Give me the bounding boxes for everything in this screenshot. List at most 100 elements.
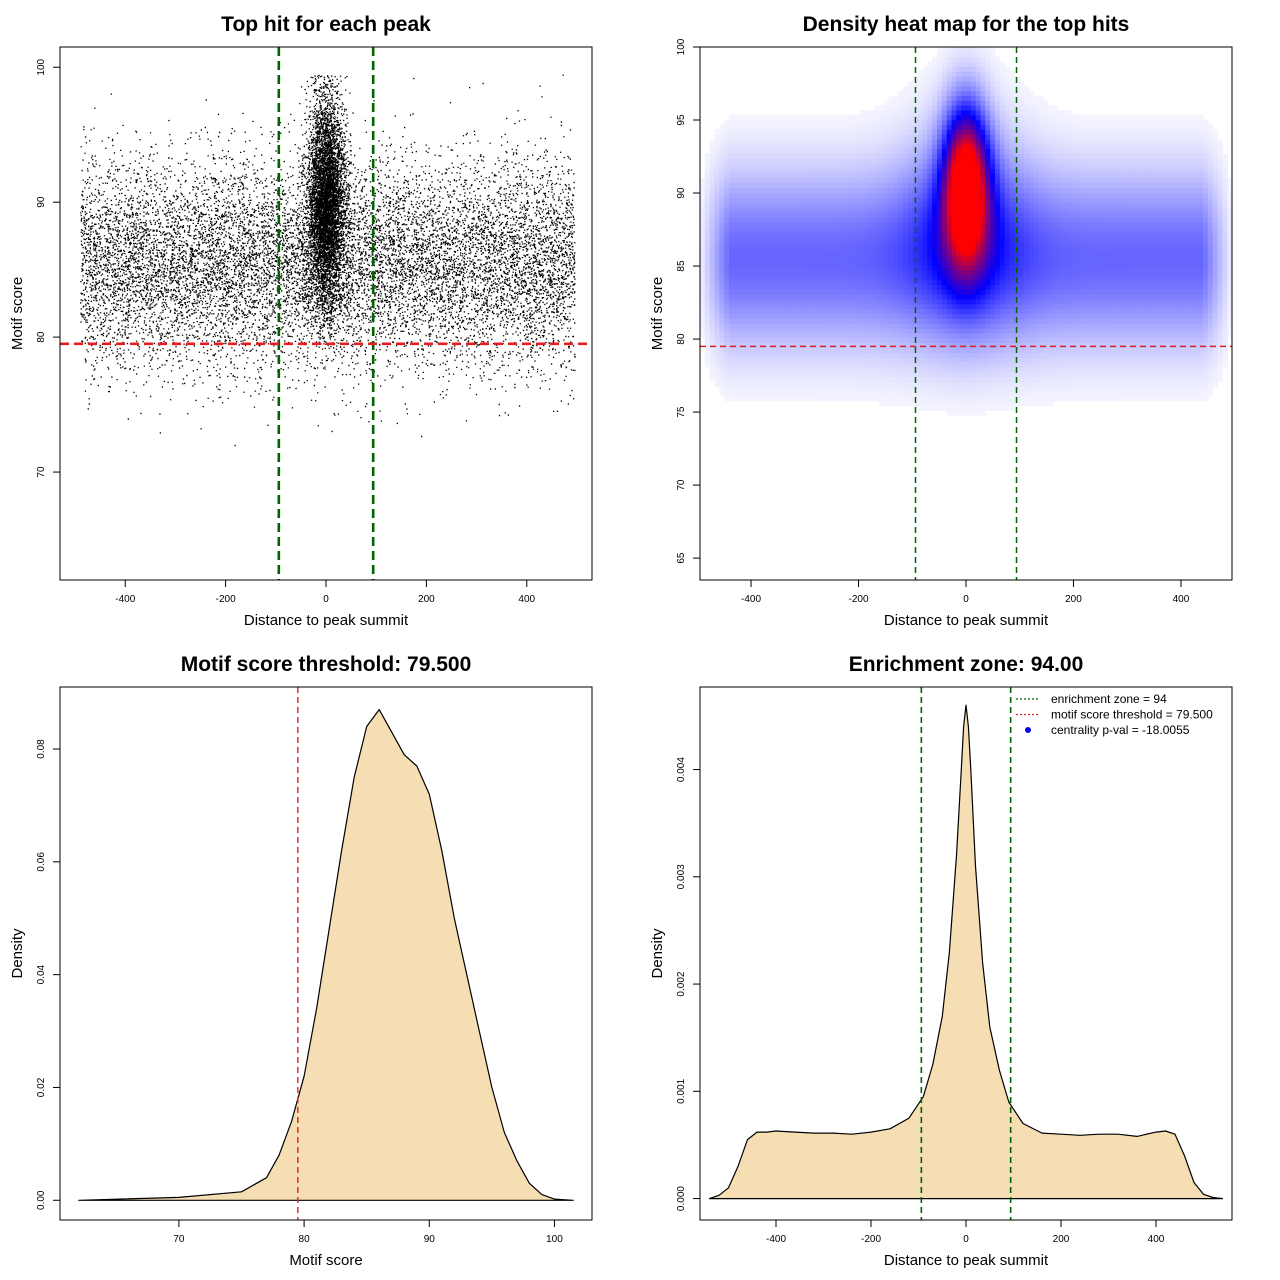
heatmap-cell: [970, 119, 977, 126]
heatmap-cell: [961, 405, 967, 411]
heatmap-cell: [709, 206, 716, 213]
heatmap-cell: [1043, 100, 1049, 106]
heatmap-cell: [980, 202, 986, 208]
heatmap-cell: [922, 158, 928, 164]
heatmap-cell: [878, 105, 885, 111]
heatmap-cell: [995, 173, 1001, 179]
heatmap-cell: [758, 134, 764, 140]
heatmap-cell: [849, 168, 856, 174]
heatmap-cell: [888, 177, 894, 184]
heatmap-cell: [1004, 250, 1011, 256]
heatmap-cell: [927, 163, 933, 169]
heatmap-cell: [825, 139, 832, 145]
heatmap-cell: [738, 192, 745, 198]
heatmap-cell: [1033, 173, 1040, 179]
heatmap-cell: [724, 173, 730, 179]
heatmap-cell: [806, 245, 812, 252]
heatmap-cell: [927, 366, 933, 373]
heatmap-cell: [995, 236, 1001, 242]
heatmap-cell: [990, 328, 996, 334]
heatmap-cell: [825, 177, 832, 184]
heatmap-cell: [1067, 366, 1073, 373]
heatmap-cell: [1062, 269, 1069, 276]
heatmap-cell: [1024, 328, 1030, 334]
heatmap-cell: [932, 143, 938, 150]
heatmap-cell: [801, 265, 807, 271]
heatmap-cell: [767, 211, 774, 218]
heatmap-cell: [927, 236, 933, 242]
heatmap-cell: [811, 255, 817, 261]
heatmap-cell: [1033, 265, 1040, 271]
heatmap-cell: [787, 206, 793, 213]
heatmap-cell: [1062, 303, 1069, 310]
heatmap-cell: [1057, 216, 1064, 222]
heatmap-cell: [898, 299, 904, 305]
heatmap-cell: [835, 265, 841, 271]
heatmap-cell: [995, 395, 1001, 402]
heatmap-cell: [869, 357, 875, 363]
heatmap-cell: [1024, 299, 1030, 305]
heatmap-cell: [854, 202, 861, 208]
heatmap-cell: [999, 76, 1006, 82]
heatmap-cell: [961, 153, 967, 159]
heatmap-cell: [985, 76, 991, 82]
heatmap-cell: [1033, 114, 1040, 121]
heatmap-cell: [767, 173, 774, 179]
heatmap-cell: [917, 269, 923, 276]
heatmap-cell: [729, 323, 735, 329]
heatmap-cell: [719, 231, 725, 237]
heatmap-cell: [917, 211, 923, 218]
heatmap-cell: [787, 308, 793, 315]
heatmap-cell: [1043, 299, 1049, 305]
heatmap-cell: [1014, 250, 1020, 256]
heatmap-cell: [975, 342, 982, 348]
heatmap-cell: [975, 371, 982, 377]
heatmap-cell: [777, 236, 783, 242]
heatmap-cell: [1048, 371, 1054, 377]
heatmap-cell: [1048, 211, 1054, 218]
heatmap-cell: [1028, 323, 1035, 329]
heatmap-cell: [883, 158, 890, 164]
heatmap-cell: [719, 226, 725, 232]
heatmap-cell: [1062, 168, 1069, 174]
heatmap-cell: [883, 371, 890, 377]
heatmap-cell: [1004, 269, 1011, 276]
heatmap-cell: [932, 299, 938, 305]
heatmap-cell: [772, 381, 778, 387]
heatmap-cell: [941, 163, 948, 169]
heatmap-cell: [767, 206, 774, 213]
heatmap-cell: [777, 187, 783, 193]
heatmap-cell: [912, 134, 919, 140]
heatmap-cell: [893, 366, 899, 373]
heatmap-cell: [985, 284, 991, 290]
heatmap-cell: [733, 192, 740, 198]
heatmap-cell: [758, 245, 764, 252]
heatmap-cell: [1062, 158, 1069, 164]
heatmap-cell: [995, 119, 1001, 126]
heatmap-cell: [762, 182, 769, 189]
heatmap-cell: [1038, 245, 1044, 252]
heatmap-cell: [908, 274, 914, 281]
heatmap-cell: [937, 294, 943, 300]
heatmap-cell: [719, 269, 725, 276]
heatmap-cell: [700, 240, 706, 247]
heatmap-cell: [903, 153, 909, 159]
heatmap-cell: [835, 250, 841, 256]
heatmap-cell: [840, 352, 846, 358]
heatmap-cell: [743, 250, 749, 256]
heatmap-cell: [1053, 182, 1059, 189]
heatmap-cell: [767, 216, 774, 222]
heatmap-cell: [869, 139, 875, 145]
heatmap-cell: [970, 265, 977, 271]
heatmap-cell: [787, 240, 793, 247]
heatmap-cell: [932, 71, 938, 77]
heatmap-cell: [1072, 332, 1078, 339]
heatmap-cell: [893, 284, 899, 290]
heatmap-cell: [1072, 294, 1078, 300]
heatmap-cell: [1048, 250, 1054, 256]
heatmap-cell: [888, 124, 894, 130]
heatmap-cell: [1057, 269, 1064, 276]
heatmap-cell: [743, 134, 749, 140]
heatmap-cell: [975, 143, 982, 150]
heatmap-cell: [825, 202, 832, 208]
